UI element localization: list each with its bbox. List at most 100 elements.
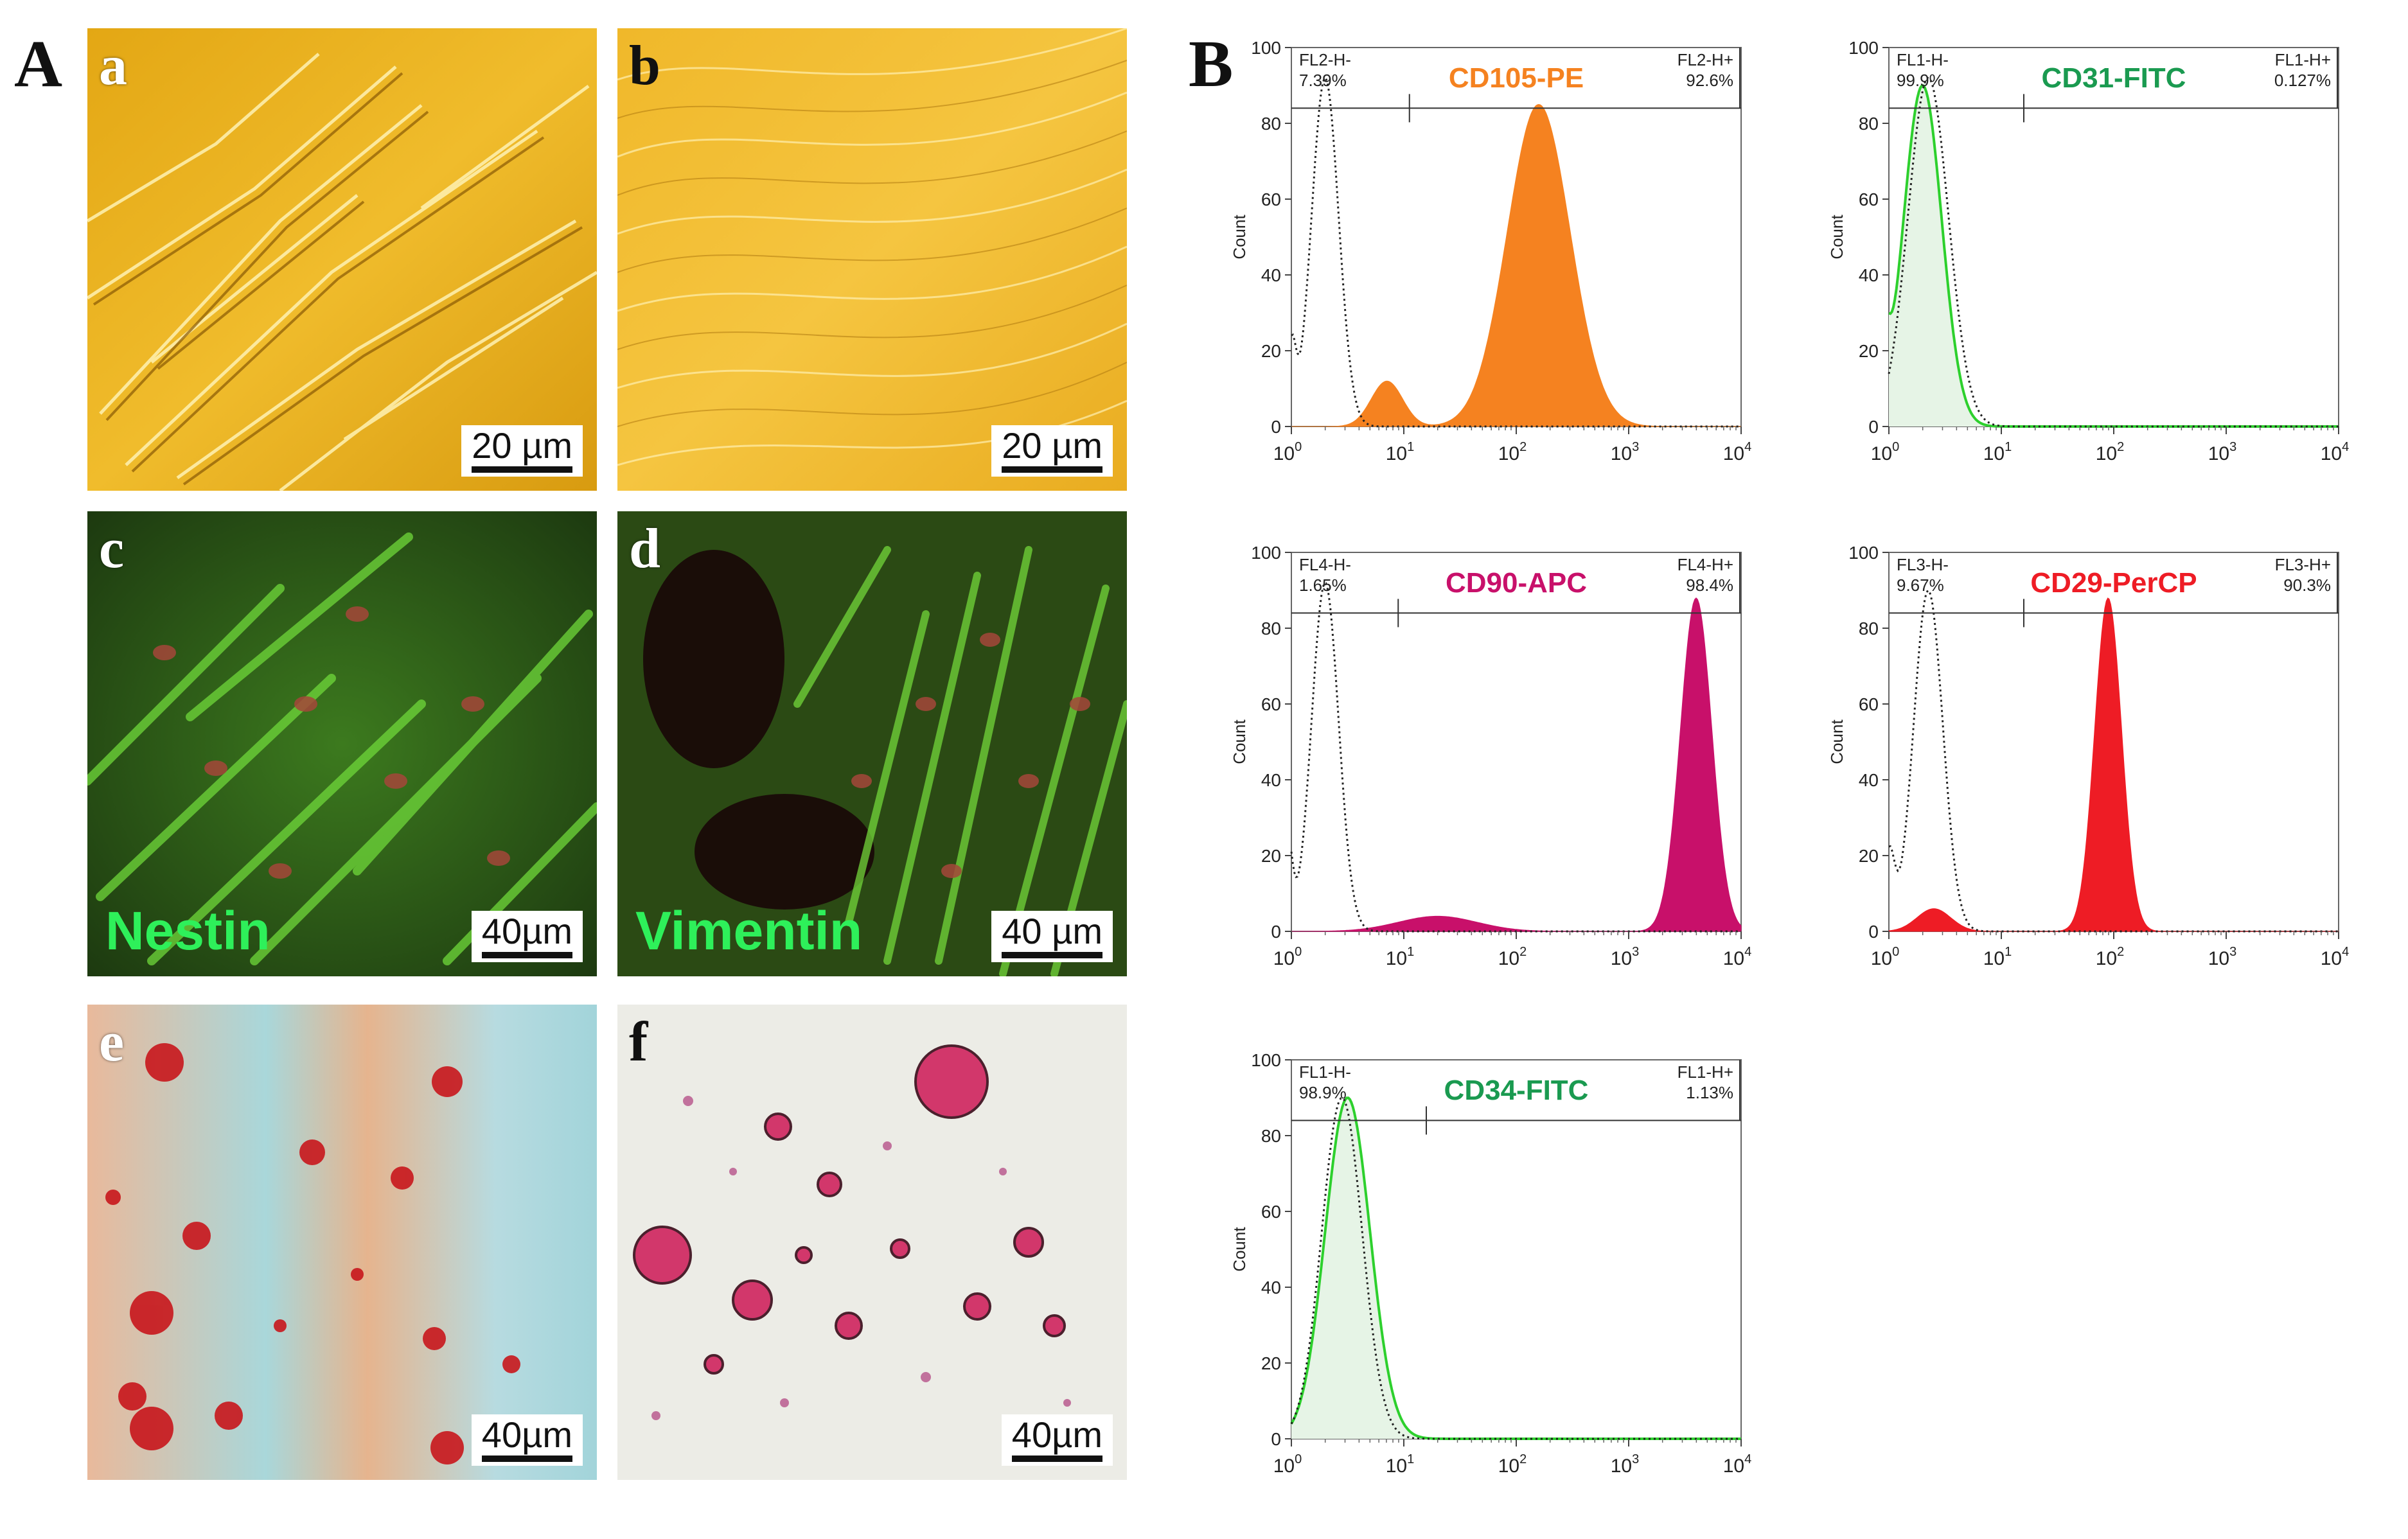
x-tick-label: 104 (1723, 440, 1752, 464)
x-tick-label: 103 (1611, 440, 1640, 464)
marker-title: CD31-FITC (2042, 62, 2186, 94)
scale-text-c: 40µm (481, 911, 572, 951)
left-gate-percent: 99.9% (1897, 71, 1944, 90)
scale-bar-b: 20 µm (991, 425, 1113, 477)
y-tick-label: 0 (1868, 922, 1879, 942)
sample-histogram (1291, 597, 1742, 932)
histogram-cd105: FL2-H- 7.39% FL2-H+ 92.6% CD105-PE 0 20 40 60 80 1… (1230, 38, 1752, 464)
marker-title: CD90-APC (1446, 567, 1587, 599)
left-gate-percent: 1.65% (1299, 576, 1347, 595)
scale-line-c (481, 952, 572, 958)
sublabel-b: b (629, 35, 660, 97)
x-tick-label: 102 (2096, 440, 2125, 464)
y-tick-label: 60 (1859, 189, 1879, 209)
micrograph-c: c Nestin 40µm (87, 511, 597, 976)
y-tick-label: 60 (1261, 694, 1281, 714)
scale-bar-e: 40µm (471, 1414, 583, 1466)
y-tick-label: 100 (1251, 1050, 1281, 1070)
sublabel-c: c (99, 518, 125, 580)
y-tick-label: 60 (1261, 1202, 1281, 1222)
x-tick-label: 100 (1871, 945, 1900, 969)
scale-text-a: 20 µm (472, 425, 572, 466)
x-tick-label: 102 (1498, 1452, 1527, 1477)
x-tick-label: 103 (1611, 945, 1640, 969)
scale-bar-a: 20 µm (461, 425, 583, 477)
sublabel-d: d (629, 518, 660, 580)
x-tick-label: 102 (1498, 945, 1527, 969)
scale-text-d: 40 µm (1002, 911, 1102, 951)
y-tick-label: 100 (1848, 543, 1879, 563)
scale-text-f: 40µm (1011, 1414, 1102, 1455)
y-tick-label: 40 (1859, 770, 1879, 790)
y-tick-label: 80 (1261, 1126, 1281, 1146)
x-tick-label: 104 (2321, 440, 2350, 464)
x-tick-label: 100 (1273, 440, 1302, 464)
x-tick-label: 104 (1723, 945, 1752, 969)
y-tick-label: 40 (1261, 1278, 1281, 1297)
micrograph-c-art (87, 511, 597, 976)
left-gate-percent: 9.67% (1897, 576, 1944, 595)
x-tick-label: 104 (2321, 945, 2350, 969)
left-gate-label: FL3-H- (1897, 555, 1949, 574)
right-gate-label: FL2-H+ (1678, 50, 1733, 69)
y-axis-label: Count (1230, 719, 1249, 764)
scale-bar-f: 40µm (1001, 1414, 1113, 1466)
micrograph-f: f 40µm (617, 1005, 1127, 1480)
scale-bar-d: 40 µm (991, 911, 1113, 962)
right-gate-label: FL3-H+ (2275, 555, 2331, 574)
stain-label-vimentin: Vimentin (635, 901, 863, 961)
y-axis-label: Count (1827, 719, 1846, 764)
left-gate-label: FL1-H- (1897, 50, 1949, 69)
x-tick-label: 103 (2208, 440, 2237, 464)
left-gate-label: FL2-H- (1299, 50, 1351, 69)
marker-title: CD34-FITC (1444, 1075, 1589, 1106)
sample-histogram-fill (1889, 85, 2339, 427)
left-gate-percent: 98.9% (1299, 1083, 1347, 1102)
left-gate-label: FL4-H- (1299, 555, 1351, 574)
y-tick-label: 0 (1271, 417, 1281, 437)
x-tick-label: 100 (1273, 1452, 1302, 1477)
scale-bar-c: 40µm (471, 911, 583, 962)
y-tick-label: 60 (1261, 189, 1281, 209)
y-tick-label: 80 (1261, 114, 1281, 134)
x-tick-label: 104 (1723, 1452, 1752, 1477)
stain-label-nestin: Nestin (105, 901, 270, 961)
x-tick-label: 101 (1983, 945, 2012, 969)
right-gate-percent: 90.3% (2283, 576, 2331, 595)
y-tick-label: 80 (1859, 114, 1879, 134)
histogram-cd90: FL4-H- 1.65% FL4-H+ 98.4% CD90-APC 0 20 40 60 80 1… (1230, 543, 1752, 969)
y-tick-label: 60 (1859, 694, 1879, 714)
y-tick-label: 40 (1859, 265, 1879, 285)
histogram-cd34: FL1-H-98.9% FL1-H+1.13% CD34-FITC 0 20 40 60 80… (1230, 1050, 1752, 1477)
x-tick-label: 101 (1386, 1452, 1415, 1477)
y-tick-label: 40 (1261, 265, 1281, 285)
right-gate-label: FL4-H+ (1678, 555, 1733, 574)
x-tick-label: 102 (2096, 945, 2125, 969)
sample-histogram-fill (1291, 1098, 1741, 1439)
y-tick-label: 20 (1261, 1353, 1281, 1373)
sublabel-a: a (99, 35, 127, 97)
y-axis-label: Count (1230, 215, 1249, 259)
y-tick-label: 100 (1251, 543, 1281, 563)
right-gate-label: FL1-H+ (2275, 50, 2331, 69)
right-gate-percent: 1.13% (1686, 1083, 1733, 1102)
y-tick-label: 0 (1271, 922, 1281, 942)
x-tick-label: 101 (1386, 440, 1415, 464)
scale-line-f (1011, 1455, 1102, 1462)
sublabel-e: e (99, 1011, 125, 1073)
x-tick-label: 103 (1611, 1452, 1640, 1477)
scale-text-e: 40µm (481, 1414, 572, 1455)
micrograph-d-art (617, 511, 1127, 976)
right-gate-percent: 0.127% (2274, 71, 2331, 90)
marker-title: CD29-PerCP (2030, 567, 2197, 599)
y-tick-label: 100 (1251, 38, 1281, 58)
panel-a-label: A (14, 27, 63, 101)
y-tick-label: 20 (1261, 341, 1281, 361)
y-tick-label: 20 (1859, 341, 1879, 361)
left-gate-percent: 7.39% (1299, 71, 1347, 90)
y-axis-label: Count (1230, 1227, 1249, 1272)
scale-line-a (472, 466, 572, 473)
y-tick-label: 0 (1868, 417, 1879, 437)
histogram-cd29: FL3-H- 9.67% FL3-H+ 90.3% CD29-PerCP 0 20 40 60 8… (1827, 543, 2350, 969)
micrograph-e-art (87, 1005, 597, 1480)
